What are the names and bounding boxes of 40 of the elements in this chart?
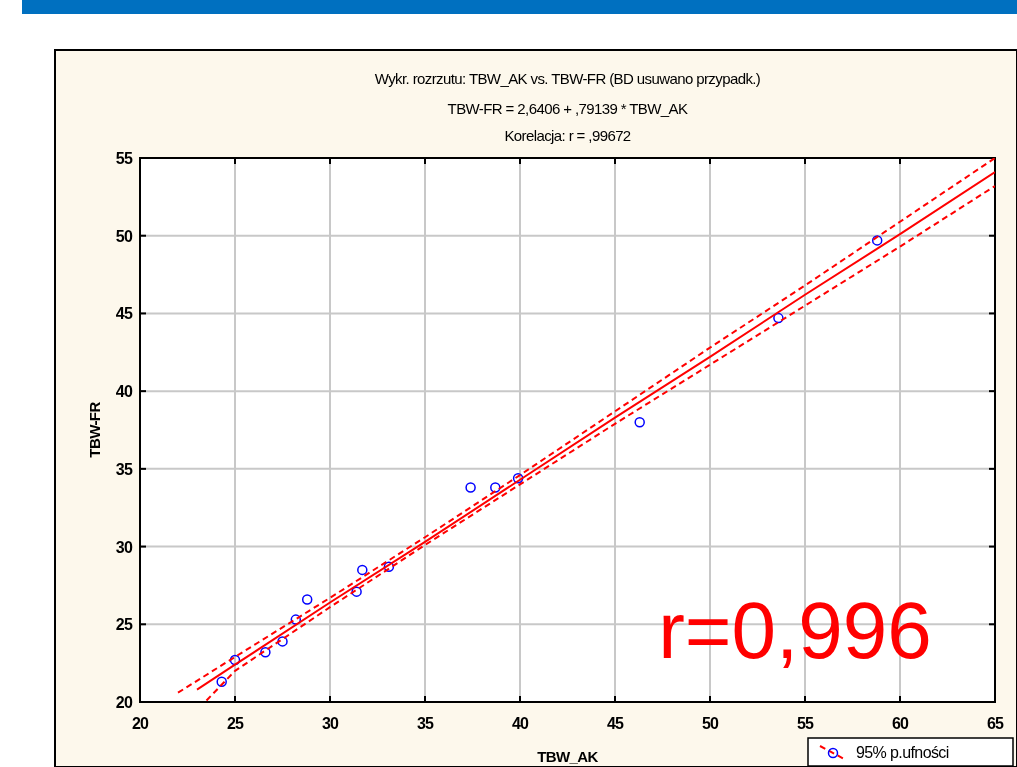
annotation: r=0,996 <box>658 586 932 675</box>
x-tick-label: 50 <box>701 715 719 732</box>
x-tick-label: 35 <box>416 715 434 732</box>
point <box>773 312 784 324</box>
x-axis-title: TBW_AK <box>537 748 599 765</box>
point <box>260 647 271 658</box>
point <box>465 482 476 493</box>
x-tick-label: 55 <box>796 715 814 732</box>
text: Korelacja: r = ,99672 <box>504 127 631 144</box>
y-axis-title: TBW-FR <box>86 401 103 458</box>
x-tick-label: 25 <box>226 715 244 732</box>
point <box>351 586 362 597</box>
point <box>290 614 302 625</box>
x-tick-label: 30 <box>321 715 339 732</box>
point <box>871 235 883 246</box>
y-tick-label: 25 <box>115 616 133 634</box>
y-tick-label: 45 <box>115 305 133 323</box>
point <box>229 654 241 666</box>
point <box>301 594 313 605</box>
chart-subtitle: TBW-FR = 2,6406 + ,79139 * TBW_AK <box>447 100 688 117</box>
point <box>216 676 227 688</box>
y-tick-label: 40 <box>115 383 133 401</box>
point <box>383 561 395 573</box>
x-tick-label: 45 <box>606 715 624 732</box>
point <box>277 636 288 647</box>
y-tick-label: 50 <box>115 227 133 245</box>
y-tick-label: 55 <box>115 150 133 167</box>
x-tick-label: 65 <box>986 715 1004 732</box>
point <box>490 482 501 493</box>
x-tick-label: 40 <box>511 715 529 732</box>
y-tick-label: 35 <box>115 460 133 478</box>
legend-label: 95% p.ufności <box>856 744 949 761</box>
point <box>357 564 368 576</box>
y-tick-label: 20 <box>115 694 133 711</box>
x-tick-label: 20 <box>131 715 149 732</box>
x-tick-label: 60 <box>891 715 909 732</box>
point <box>512 472 524 484</box>
y-tick-label: 30 <box>115 538 133 556</box>
chart-title: Wykr. rozrzutu: TBW_AK vs. TBW-FR (BD usuwano przypadk.) <box>374 70 761 87</box>
point <box>634 416 645 428</box>
